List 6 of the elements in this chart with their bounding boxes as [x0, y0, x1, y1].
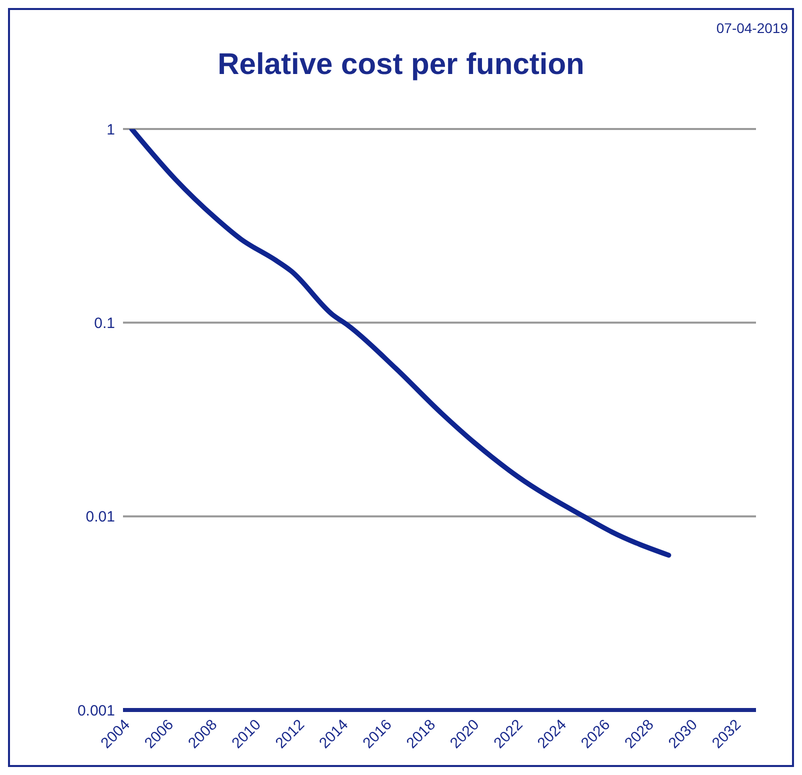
text: 07-04-2019 — [716, 20, 788, 36]
y-tick-label: 0.1 — [94, 314, 115, 332]
y-tick-label: 0.01 — [86, 508, 115, 526]
chart-title: Relative cost per function — [216, 48, 586, 82]
y-tick-label: 0.001 — [77, 702, 115, 720]
y-tick-label: 1 — [106, 121, 115, 138]
